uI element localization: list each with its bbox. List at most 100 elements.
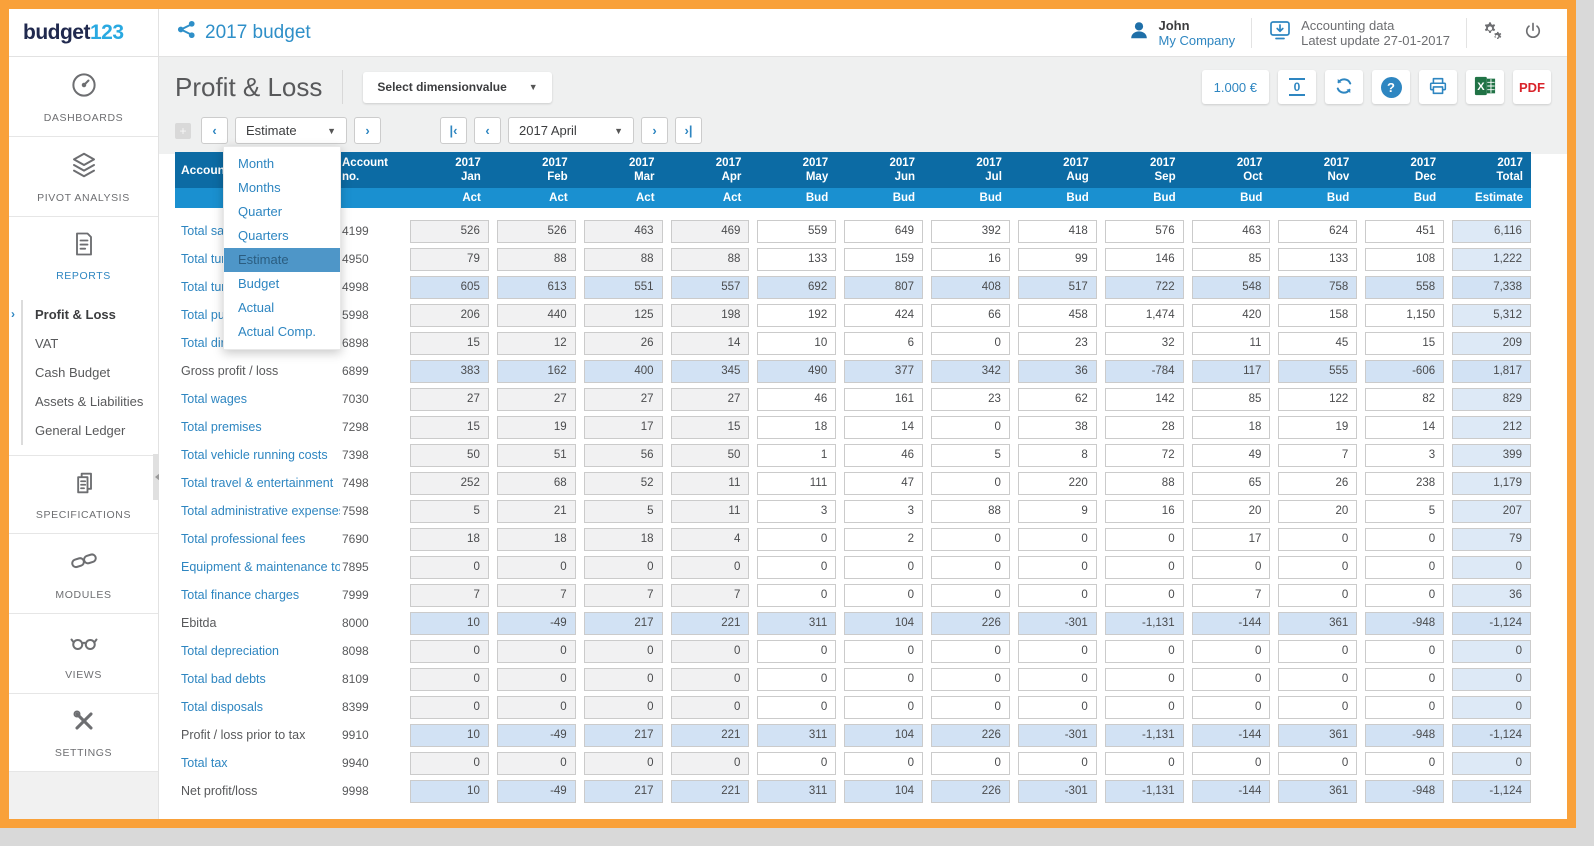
value-cell-4950-jun[interactable]: 159: [844, 248, 924, 271]
period-last-button[interactable]: ›|: [675, 117, 702, 144]
dropdown-option-actual-comp-[interactable]: Actual Comp.: [238, 324, 317, 339]
sidebar-item-modules[interactable]: MODULES: [9, 534, 158, 614]
sidebar-item-views[interactable]: VIEWS: [9, 614, 158, 694]
value-cell-9998-nov[interactable]: 361: [1278, 780, 1358, 803]
value-cell-8109-may[interactable]: 0: [757, 668, 837, 691]
currency-scale-button[interactable]: 1.000 €: [1201, 70, 1269, 104]
period-select[interactable]: 2017 April ▼: [508, 117, 634, 144]
value-cell-6898-may[interactable]: 10: [757, 332, 837, 355]
value-cell-7598-dec[interactable]: 5: [1365, 500, 1445, 523]
value-cell-7690-may[interactable]: 0: [757, 528, 837, 551]
value-cell-4998-jul[interactable]: 408: [931, 276, 1010, 299]
value-cell-6899-dec[interactable]: -606: [1365, 360, 1445, 383]
value-cell-7398-jul[interactable]: 5: [931, 444, 1010, 467]
value-cell-4950-may[interactable]: 133: [757, 248, 837, 271]
value-cell-4199-aug[interactable]: 418: [1017, 220, 1097, 243]
value-cell-7498-aug[interactable]: 220: [1017, 472, 1097, 495]
value-cell-8098-may[interactable]: 0: [757, 640, 837, 663]
value-cell-6899-may[interactable]: 490: [757, 360, 837, 383]
value-cell-7398-jun[interactable]: 46: [844, 444, 924, 467]
value-cell-9940-aug[interactable]: 0: [1017, 752, 1097, 775]
value-cell-8098-jun[interactable]: 0: [844, 640, 924, 663]
account-link[interactable]: Total premises: [181, 420, 262, 434]
value-cell-5998-may[interactable]: 192: [757, 304, 837, 327]
value-cell-6898-jul[interactable]: 0: [931, 332, 1010, 355]
decimals-button[interactable]: 0: [1278, 70, 1316, 104]
value-cell-9940-oct[interactable]: 0: [1191, 752, 1271, 775]
value-cell-9910-oct[interactable]: -144: [1191, 724, 1271, 747]
value-cell-8109-oct[interactable]: 0: [1191, 668, 1271, 691]
value-cell-4950-oct[interactable]: 85: [1191, 248, 1271, 271]
value-cell-4998-nov[interactable]: 758: [1278, 276, 1358, 299]
value-cell-7298-sep[interactable]: 28: [1104, 416, 1184, 439]
sidebar-item-settings[interactable]: SETTINGS: [9, 694, 158, 772]
value-cell-4950-aug[interactable]: 99: [1017, 248, 1097, 271]
value-cell-7895-nov[interactable]: 0: [1278, 556, 1358, 579]
value-cell-7598-sep[interactable]: 16: [1104, 500, 1184, 523]
value-cell-9998-jul[interactable]: 226: [931, 780, 1010, 803]
value-cell-7598-nov[interactable]: 20: [1278, 500, 1358, 523]
value-cell-7030-jun[interactable]: 161: [844, 388, 924, 411]
value-cell-7690-aug[interactable]: 0: [1017, 528, 1097, 551]
value-cell-7498-may[interactable]: 111: [757, 472, 837, 495]
value-cell-6899-oct[interactable]: 117: [1191, 360, 1271, 383]
value-cell-8098-sep[interactable]: 0: [1104, 640, 1184, 663]
sidebar-item-dashboards[interactable]: DASHBOARDS: [9, 57, 158, 137]
value-cell-7999-aug[interactable]: 0: [1017, 584, 1097, 607]
value-cell-8399-jul[interactable]: 0: [931, 696, 1010, 719]
account-link[interactable]: Equipment & maintenance total: [181, 560, 340, 574]
value-cell-9910-may[interactable]: 311: [757, 724, 837, 747]
period-first-button[interactable]: |‹: [440, 117, 467, 144]
value-cell-7895-jul[interactable]: 0: [931, 556, 1010, 579]
help-button[interactable]: ?: [1372, 70, 1410, 104]
dropdown-option-quarter[interactable]: Quarter: [238, 204, 283, 219]
value-cell-7298-dec[interactable]: 14: [1365, 416, 1445, 439]
value-cell-9910-nov[interactable]: 361: [1278, 724, 1358, 747]
value-cell-4199-jun[interactable]: 649: [844, 220, 924, 243]
value-cell-5998-jul[interactable]: 66: [931, 304, 1010, 327]
value-cell-8098-nov[interactable]: 0: [1278, 640, 1358, 663]
value-cell-9940-nov[interactable]: 0: [1278, 752, 1358, 775]
excel-export-button[interactable]: X: [1466, 70, 1504, 104]
accounting-data-block[interactable]: Accounting data Latest update 27-01-2017: [1252, 18, 1466, 48]
value-cell-6898-aug[interactable]: 23: [1017, 332, 1097, 355]
value-cell-8000-oct[interactable]: -144: [1191, 612, 1271, 635]
value-cell-7030-dec[interactable]: 82: [1365, 388, 1445, 411]
value-cell-7999-jul[interactable]: 0: [931, 584, 1010, 607]
value-cell-9998-may[interactable]: 311: [757, 780, 837, 803]
account-link[interactable]: Total wages: [181, 392, 248, 406]
value-cell-8098-dec[interactable]: 0: [1365, 640, 1445, 663]
submenu-general-ledger[interactable]: General Ledger: [35, 423, 126, 438]
value-cell-7298-aug[interactable]: 38: [1017, 416, 1097, 439]
account-link[interactable]: Total bad debts: [181, 672, 266, 686]
value-cell-7999-dec[interactable]: 0: [1365, 584, 1445, 607]
value-cell-7690-jul[interactable]: 0: [931, 528, 1010, 551]
dropdown-option-month[interactable]: Month: [238, 156, 275, 171]
value-cell-6898-dec[interactable]: 15: [1365, 332, 1445, 355]
account-link[interactable]: Total travel & entertainment: [181, 476, 334, 490]
value-cell-7598-aug[interactable]: 9: [1017, 500, 1097, 523]
value-cell-7398-sep[interactable]: 72: [1104, 444, 1184, 467]
dropdown-option-quarters[interactable]: Quarters: [238, 228, 289, 243]
value-cell-8109-jun[interactable]: 0: [844, 668, 924, 691]
value-cell-9940-jun[interactable]: 0: [844, 752, 924, 775]
value-cell-9940-jul[interactable]: 0: [931, 752, 1010, 775]
value-cell-9998-sep[interactable]: -1,131: [1104, 780, 1184, 803]
value-cell-4199-jul[interactable]: 392: [931, 220, 1010, 243]
value-cell-8109-dec[interactable]: 0: [1365, 668, 1445, 691]
value-cell-4998-may[interactable]: 692: [757, 276, 837, 299]
value-cell-7895-oct[interactable]: 0: [1191, 556, 1271, 579]
value-cell-9910-sep[interactable]: -1,131: [1104, 724, 1184, 747]
value-cell-7598-jul[interactable]: 88: [931, 500, 1010, 523]
value-cell-7895-aug[interactable]: 0: [1017, 556, 1097, 579]
value-cell-5998-aug[interactable]: 458: [1017, 304, 1097, 327]
value-cell-7398-oct[interactable]: 49: [1191, 444, 1271, 467]
value-cell-4950-dec[interactable]: 108: [1365, 248, 1445, 271]
value-cell-7298-oct[interactable]: 18: [1191, 416, 1271, 439]
value-cell-8399-nov[interactable]: 0: [1278, 696, 1358, 719]
value-cell-7298-may[interactable]: 18: [757, 416, 837, 439]
value-cell-7298-nov[interactable]: 19: [1278, 416, 1358, 439]
value-cell-8109-nov[interactable]: 0: [1278, 668, 1358, 691]
value-cell-8399-sep[interactable]: 0: [1104, 696, 1184, 719]
account-link[interactable]: Total administrative expenses: [181, 504, 340, 518]
